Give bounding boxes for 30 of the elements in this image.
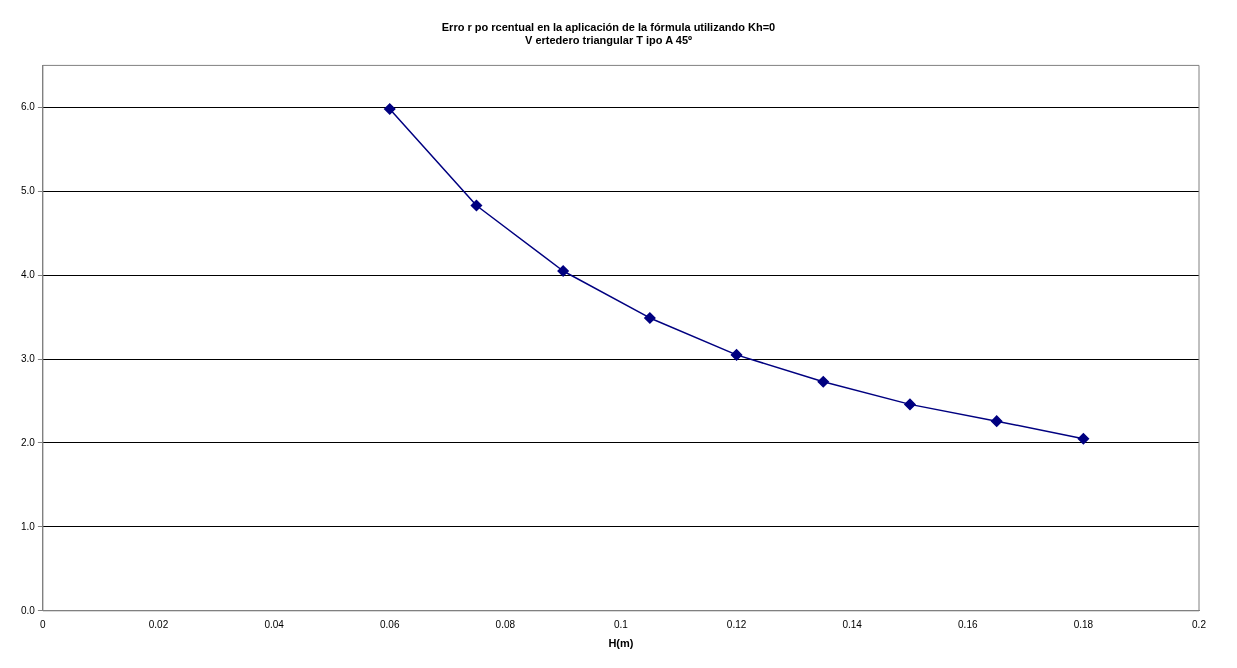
x-tick-label: 0.08 — [495, 618, 516, 630]
x-tick-label: 0.16 — [958, 618, 978, 630]
x-tick-label: 0.06 — [380, 618, 400, 630]
text: V ertedero triangular T ipo A 45º — [524, 33, 693, 46]
y-tick-label: 0.0 — [21, 604, 36, 616]
x-tick-label: 0.02 — [148, 618, 169, 630]
y-tick-label: 5.0 — [21, 185, 36, 197]
x-axis-title: H(m) — [608, 637, 634, 650]
point — [730, 349, 743, 361]
point — [904, 398, 916, 411]
x-tick-label: 0.12 — [726, 618, 747, 630]
x-tick-label: 0 — [40, 618, 47, 630]
text: Erro r po rcentual en la aplicación de la fórmula utilizando Kh=0 — [441, 20, 776, 33]
x-tick-label: 0.1 — [614, 618, 629, 630]
y-tick-label: 6.0 — [21, 101, 36, 113]
point — [383, 103, 396, 115]
point — [817, 375, 830, 388]
point — [644, 312, 656, 324]
x-tick-label: 0.04 — [264, 618, 285, 630]
point — [990, 415, 1003, 427]
point — [1077, 433, 1090, 445]
x-tick-label: 0.18 — [1073, 618, 1094, 630]
y-tick-label: 1.0 — [21, 520, 36, 532]
point — [557, 265, 569, 277]
x-tick-label: 0.14 — [842, 618, 863, 630]
point — [470, 199, 483, 212]
y-tick-label: 4.0 — [21, 268, 36, 280]
x-tick-label: 0.2 — [1192, 618, 1207, 630]
y-tick-label: 3.0 — [21, 352, 36, 364]
y-tick-label: 2.0 — [21, 436, 36, 448]
